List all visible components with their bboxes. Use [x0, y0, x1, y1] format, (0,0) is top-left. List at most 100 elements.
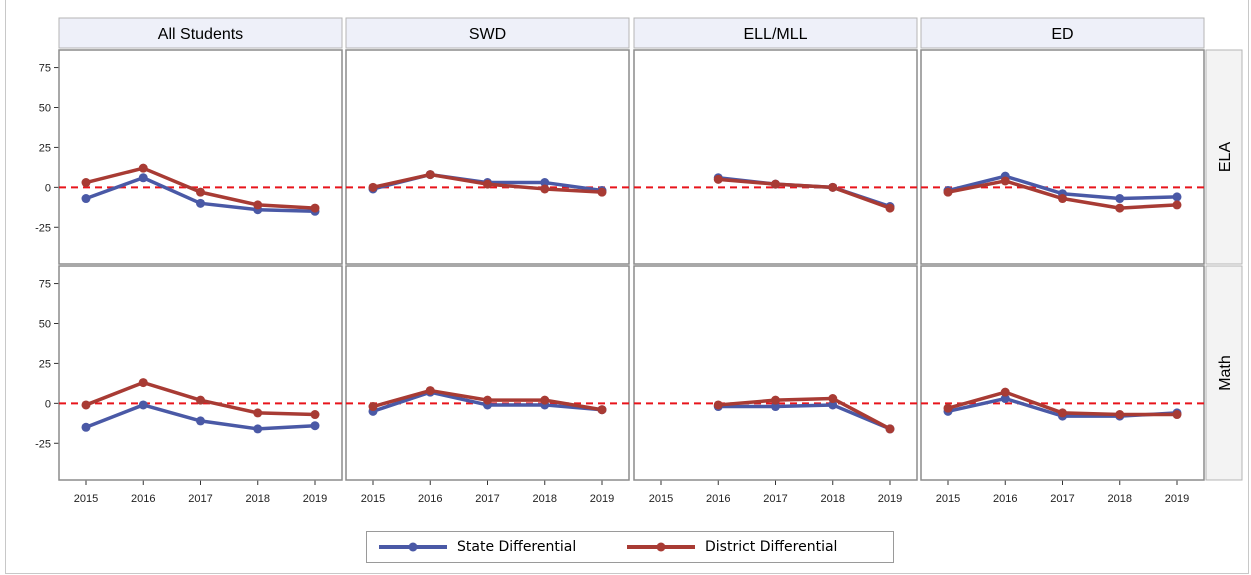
district-data-point [310, 410, 320, 420]
x-tick-label: 2015 [361, 493, 385, 505]
y-tick-label: -25 [35, 222, 51, 234]
x-tick-label: 2018 [246, 493, 270, 505]
column-header-label: ED [1051, 26, 1073, 43]
legend: State Differential District Differential [366, 531, 894, 563]
district-data-point [310, 203, 320, 213]
state-data-point [81, 194, 91, 204]
district-data-point [1000, 387, 1010, 397]
district-data-point [540, 184, 550, 194]
row-strip-label: Math [1217, 355, 1234, 391]
state-data-point [196, 416, 205, 426]
district-data-point [540, 395, 550, 405]
x-tick-label: 2017 [1050, 493, 1074, 505]
legend-label-district: District Differential [705, 539, 838, 555]
legend-item-state: State Differential [377, 538, 576, 556]
panel-frame [633, 49, 918, 265]
district-data-point [597, 405, 607, 415]
district-data-point [943, 403, 953, 413]
district-data-point [138, 378, 148, 388]
x-tick-label: 2016 [418, 493, 442, 505]
y-tick-label: 25 [39, 142, 51, 154]
district-data-point [196, 187, 205, 197]
state-data-point [1172, 192, 1182, 202]
x-tick-label: 2015 [649, 493, 673, 505]
legend-item-district: District Differential [625, 538, 837, 556]
district-data-point [1058, 194, 1067, 204]
column-header-label: All Students [158, 26, 243, 43]
figure-border [5, 0, 1249, 574]
district-data-point [713, 400, 723, 410]
y-tick-label: 0 [45, 182, 51, 194]
x-tick-label: 2017 [475, 493, 499, 505]
state-data-point [138, 173, 148, 183]
district-data-point [1058, 408, 1067, 418]
x-tick-label: 2019 [590, 493, 614, 505]
panel-frame [920, 49, 1205, 265]
district-data-point [885, 424, 895, 434]
panel-frame [345, 265, 630, 481]
x-tick-label: 2018 [821, 493, 845, 505]
district-data-point [368, 182, 378, 192]
x-tick-label: 2018 [1108, 493, 1132, 505]
district-data-point [483, 179, 492, 189]
x-tick-label: 2016 [706, 493, 730, 505]
y-tick-label: 50 [39, 318, 51, 330]
district-data-point [425, 386, 435, 396]
district-data-point [138, 163, 148, 173]
district-data-point [1115, 410, 1125, 420]
district-data-point [828, 182, 838, 192]
district-data-point [368, 402, 378, 412]
column-header-label: ELL/MLL [743, 26, 807, 43]
y-tick-label: 75 [39, 279, 51, 291]
district-data-point [943, 187, 953, 197]
y-tick-label: -25 [35, 438, 51, 450]
panel-frame [633, 265, 918, 481]
x-tick-label: 2019 [1165, 493, 1189, 505]
row-strip-label: ELA [1217, 142, 1234, 173]
x-tick-label: 2015 [936, 493, 960, 505]
district-data-point [1115, 203, 1125, 213]
x-tick-label: 2019 [303, 493, 327, 505]
x-tick-label: 2016 [131, 493, 155, 505]
column-header-box [633, 17, 918, 49]
state-data-point [540, 178, 550, 188]
district-data-point [713, 174, 723, 184]
row-strip-box [1205, 49, 1243, 265]
x-tick-label: 2015 [74, 493, 98, 505]
legend-label-state: State Differential [457, 539, 577, 555]
state-data-point [1000, 394, 1010, 404]
y-tick-label: 25 [39, 358, 51, 370]
district-data-point [828, 394, 838, 404]
row-strip-box [1205, 265, 1243, 481]
district-data-point [597, 187, 607, 197]
state-data-point [196, 198, 205, 208]
chart-svg: All Students SWD ELL/MLL ED ELA Math 75 50 25 0 -2… [35, 17, 1243, 505]
district-data-point [1000, 176, 1010, 186]
x-tick-label: 2016 [993, 493, 1017, 505]
column-header-box [345, 17, 630, 49]
district-data-point [253, 408, 263, 418]
x-tick-label: 2018 [533, 493, 557, 505]
district-data-point [81, 400, 91, 410]
state-data-point [138, 400, 148, 410]
legend-swatch-state [379, 542, 447, 552]
y-tick-label: 0 [45, 398, 51, 410]
district-data-point [1172, 200, 1182, 210]
legend-swatch-district [627, 542, 695, 552]
district-series-line [718, 396, 891, 431]
district-data-point [425, 170, 435, 180]
district-data-point [771, 395, 780, 405]
state-data-point [828, 400, 838, 410]
state-data-point [771, 402, 780, 412]
x-tick-label: 2017 [763, 493, 787, 505]
state-series-line [718, 403, 891, 431]
state-data-point [1115, 194, 1125, 204]
y-tick-label: 75 [39, 63, 51, 75]
column-header-box [920, 17, 1205, 49]
district-data-point [483, 395, 492, 405]
district-data-point [196, 395, 205, 405]
panel-frame [58, 265, 343, 481]
district-series-line [718, 177, 891, 210]
district-data-point [1172, 410, 1182, 420]
